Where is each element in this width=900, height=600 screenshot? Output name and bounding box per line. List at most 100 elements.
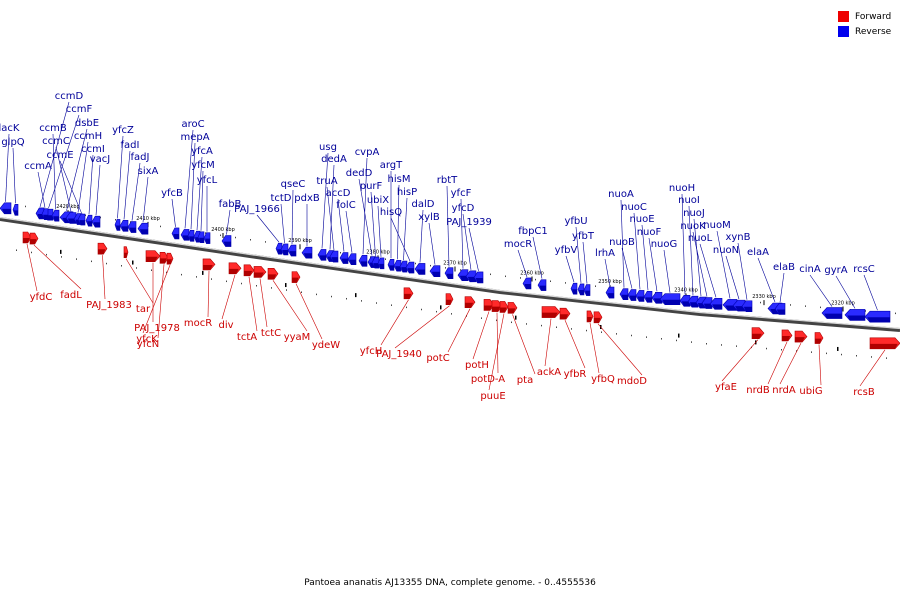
reverse-gene-fabb[interactable]: fabB	[219, 199, 242, 247]
forward-gene-fadl[interactable]: fadL	[29, 232, 82, 301]
forward-gene-yfcn[interactable]: yfcN	[137, 251, 169, 350]
reverse-gene-rcsc[interactable]: rcsC	[853, 264, 891, 323]
reverse-gene-aroc[interactable]: aroC	[180, 119, 205, 241]
gene-leader-line	[171, 198, 176, 228]
reverse-gene-fadi[interactable]: fadI	[119, 140, 139, 232]
reverse-gene-folc[interactable]: folC	[336, 200, 357, 265]
reverse-gene-vacj[interactable]: vacJ	[90, 154, 111, 228]
minor-tick	[241, 282, 242, 285]
forward-gene-yfae[interactable]: yfaE	[715, 327, 765, 393]
reverse-gene-cina[interactable]: cinA	[799, 264, 843, 319]
reverse-gene-yfcz[interactable]: yfcZ	[112, 125, 134, 231]
reverse-gene-sixa[interactable]: sixA	[138, 166, 159, 235]
reverse-gene-rbtt[interactable]: rbtT	[437, 175, 458, 279]
reverse-gene-glpq[interactable]: glpQ	[1, 137, 25, 216]
reverse-gene-nuoa[interactable]: nuoA	[608, 189, 634, 300]
reverse-gene-hisq[interactable]: hisQ	[380, 207, 415, 274]
reverse-gene-hism[interactable]: hisM	[388, 174, 411, 272]
reverse-gene-lack[interactable]: lacK	[0, 123, 20, 215]
reverse-gene-yfcl[interactable]: yfcL	[197, 175, 218, 244]
forward-gene-mdod[interactable]: mdoD	[593, 311, 647, 387]
gene-leader-line	[818, 344, 822, 386]
gene-arrow	[280, 243, 289, 256]
reverse-gene-ubix[interactable]: ubiX	[367, 195, 389, 270]
reverse-gene-dald[interactable]: dalD	[412, 199, 435, 275]
reverse-gene-yfcm[interactable]: yfcM	[191, 160, 215, 244]
reverse-gene-yfcb[interactable]: yfcB	[161, 188, 183, 240]
reverse-gene-ccma[interactable]: ccmA	[24, 161, 52, 220]
minor-tick	[331, 295, 332, 298]
forward-gene-poth[interactable]: potH	[465, 299, 495, 371]
reverse-gene-pdxb[interactable]: pdxB	[294, 193, 320, 259]
forward-gene-tcta[interactable]: tctA	[237, 264, 258, 343]
forward-gene-nrda[interactable]: nrdA	[772, 330, 808, 396]
reverse-gene-yfbv[interactable]: yfbV	[555, 245, 578, 295]
forward-gene-paj-1983[interactable]: PAJ_1983	[86, 242, 132, 311]
forward-gene-mocr[interactable]: mocR	[184, 258, 216, 329]
reverse-gene-paj-1939[interactable]: PAJ_1939	[446, 217, 492, 284]
forward-gene-yfck[interactable]: yfcK	[136, 252, 174, 345]
reverse-gene-yfcf[interactable]: yfcF	[451, 188, 472, 281]
forward-gene-yfbq[interactable]: yfbQ	[586, 310, 615, 385]
reverse-gene-hisp[interactable]: hisP	[397, 187, 417, 273]
reverse-gene-mocr[interactable]: mocR	[504, 239, 532, 290]
reverse-gene-yfcd[interactable]: yfcD	[452, 203, 477, 283]
reverse-gene-elab[interactable]: elaB	[773, 262, 795, 315]
gene-label: yfbU	[564, 216, 587, 227]
reverse-gene-nuob[interactable]: nuoB	[609, 237, 637, 301]
reverse-gene-nuol[interactable]: nuoL	[688, 233, 723, 310]
forward-gene-nrdb[interactable]: nrdB	[746, 329, 793, 396]
reverse-gene-tctd[interactable]: tctD	[270, 193, 292, 256]
reverse-gene-yfca[interactable]: yfcA	[191, 146, 213, 243]
forward-gene-yfdc[interactable]: yfdC	[22, 231, 52, 303]
reverse-gene-nuoc[interactable]: nuoC	[621, 202, 647, 302]
reverse-gene-paj-1966[interactable]: PAJ_1966	[234, 204, 283, 255]
reverse-gene-ccmc[interactable]: ccmC	[42, 136, 77, 224]
forward-gene-puue[interactable]: puuE	[480, 301, 509, 402]
reverse-gene-gyra[interactable]: gyrA	[824, 265, 866, 321]
reverse-gene-mepa[interactable]: mepA	[180, 132, 210, 242]
forward-gene-potc[interactable]: potC	[426, 296, 476, 364]
forward-gene-acka[interactable]: ackA	[537, 306, 561, 378]
forward-gene-yfch[interactable]: yfcH	[360, 287, 414, 357]
reverse-gene-xynb[interactable]: xynB	[725, 232, 753, 313]
forward-gene-yyam[interactable]: yyaM	[267, 268, 310, 343]
reverse-gene-nuoe[interactable]: nuoE	[629, 214, 655, 303]
reverse-gene-nuoi[interactable]: nuoI	[678, 195, 700, 308]
reverse-gene-cvpa[interactable]: cvpA	[355, 147, 380, 267]
forward-gene-paj-1940[interactable]: PAJ_1940	[376, 293, 454, 360]
reverse-gene-ccmi[interactable]: ccmI	[81, 144, 105, 227]
forward-gene-potd-a[interactable]: potD-A	[471, 300, 505, 385]
reverse-gene-ccmb[interactable]: ccmB	[39, 123, 67, 222]
reverse-gene-fadj[interactable]: fadJ	[127, 152, 149, 233]
forward-gene-rcsb[interactable]: rcsB	[853, 337, 900, 398]
reverse-gene-nuog[interactable]: nuoG	[651, 239, 681, 306]
reverse-gene-usg[interactable]: usg	[317, 142, 337, 261]
reverse-gene-yfbt[interactable]: yfbT	[572, 231, 595, 296]
forward-gene-pta[interactable]: pta	[507, 302, 536, 386]
forward-gene-div[interactable]: div	[218, 262, 242, 331]
reverse-gene-nuof[interactable]: nuoF	[637, 227, 663, 304]
forward-gene-ydew[interactable]: ydeW	[291, 271, 340, 351]
reverse-gene-trua[interactable]: truA	[316, 176, 339, 263]
reverse-gene-ccmd[interactable]: ccmD	[35, 91, 84, 220]
reverse-gene-nuon[interactable]: nuoN	[713, 245, 746, 312]
reverse-gene-fbpc1[interactable]: fbpC1	[518, 226, 548, 291]
reverse-gene-argt[interactable]: argT	[380, 160, 403, 271]
forward-gene-paj-1978[interactable]: PAJ_1978	[134, 250, 180, 334]
reverse-gene-accd[interactable]: accD	[326, 188, 351, 264]
forward-gene-yfbr[interactable]: yfbR	[559, 307, 586, 380]
gene-arrow	[301, 246, 313, 259]
forward-gene-ubig[interactable]: ubiG	[799, 332, 824, 397]
reverse-gene-nuoh[interactable]: nuoH	[669, 183, 695, 307]
reverse-gene-qsec[interactable]: qseC	[281, 179, 306, 257]
reverse-gene-lrha[interactable]: lrhA	[595, 248, 615, 299]
reverse-gene-nuom[interactable]: nuoM	[703, 220, 738, 311]
forward-gene-tctc[interactable]: tctC	[253, 266, 281, 339]
forward-gene-tar[interactable]: tar	[123, 246, 154, 315]
reverse-gene-purf[interactable]: purF	[360, 181, 383, 269]
reverse-gene-xylb[interactable]: xylB	[418, 212, 441, 277]
reverse-gene-nuok[interactable]: nuoK	[680, 221, 713, 309]
reverse-gene-yfbu[interactable]: yfbU	[564, 216, 588, 296]
reverse-gene-ccme[interactable]: ccmE	[46, 150, 86, 226]
